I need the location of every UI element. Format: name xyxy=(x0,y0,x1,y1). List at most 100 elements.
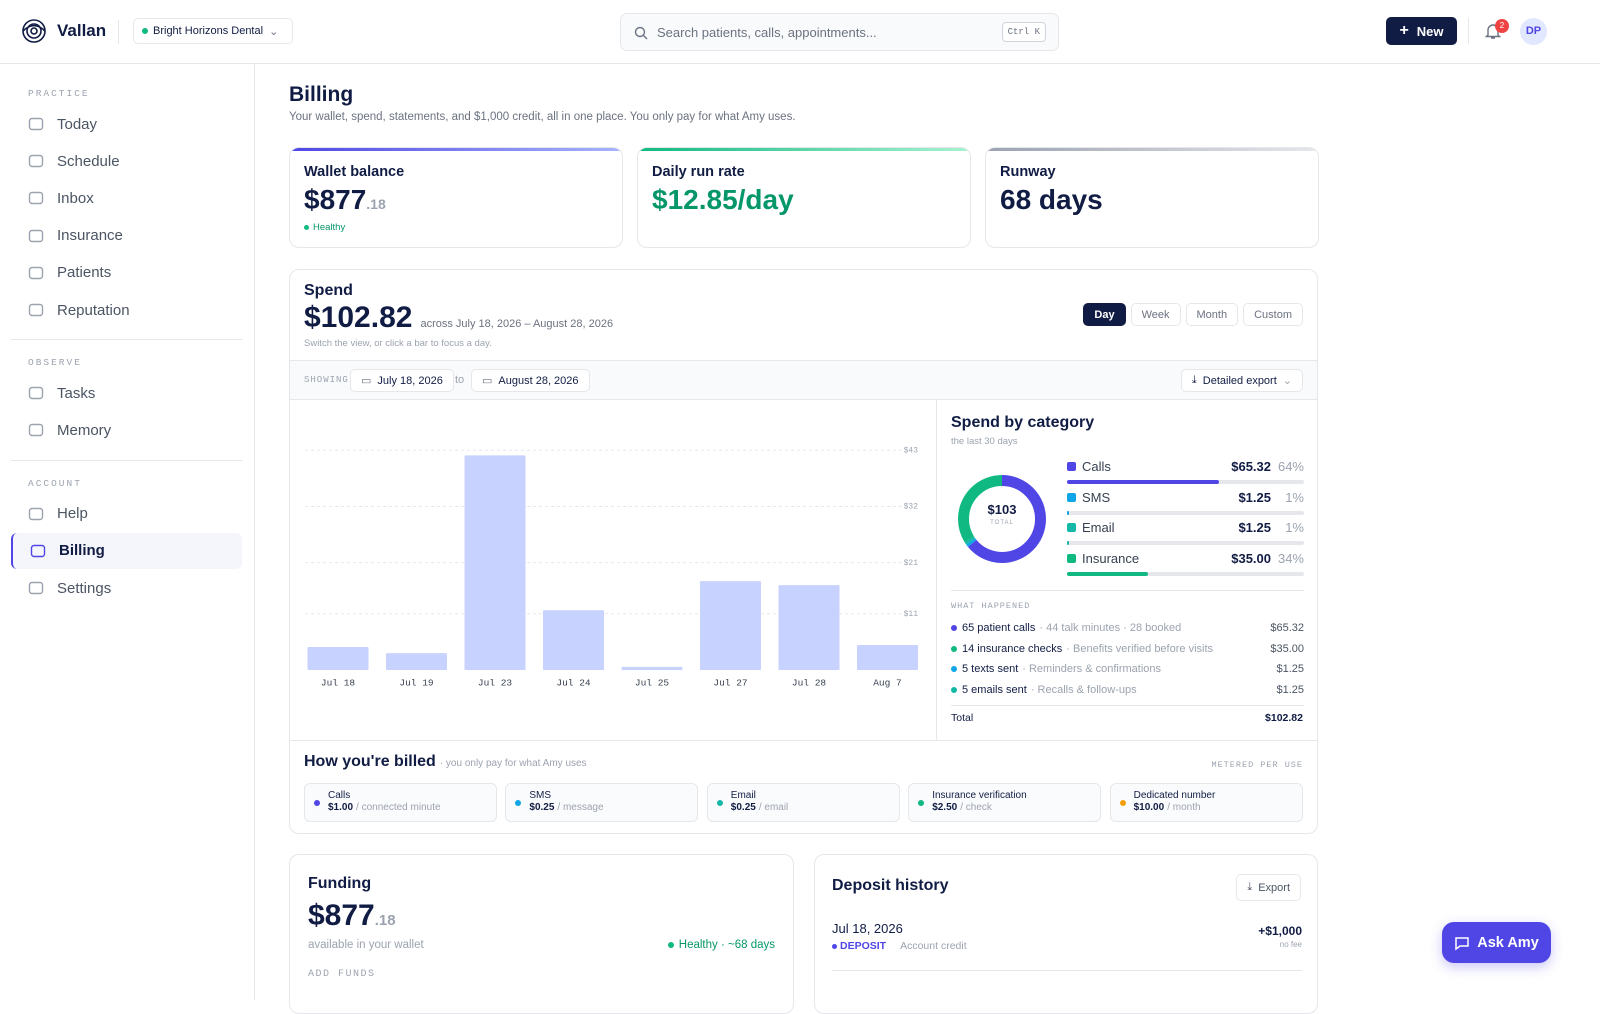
search-box[interactable]: Search patients, calls, appointments... … xyxy=(620,13,1059,51)
x-tick-label: Jul 24 xyxy=(556,678,591,689)
new-button[interactable]: + New xyxy=(1386,17,1457,45)
happened-row: 14 insurance checks · Benefits verified b… xyxy=(951,639,1304,660)
bar[interactable] xyxy=(778,585,840,670)
progress-track xyxy=(1067,571,1304,576)
nav-icon xyxy=(28,303,44,317)
x-tick-label: Jul 18 xyxy=(321,678,356,689)
stat-value: 68 days xyxy=(1000,184,1103,215)
nav-item[interactable]: Tasks xyxy=(11,375,242,411)
metered-badge: METERED PER USE xyxy=(1211,760,1303,770)
rate-unit: / message xyxy=(557,802,604,813)
view-button[interactable]: Month xyxy=(1185,303,1239,326)
deposit-meta: DEPOSIT Account credit xyxy=(832,940,967,952)
deposit-date: Jul 18, 2026 xyxy=(832,921,903,936)
nav-item[interactable]: Patients xyxy=(11,255,242,291)
rate-name: Email xyxy=(730,790,756,801)
to-label: to xyxy=(455,374,465,386)
bar[interactable] xyxy=(700,581,761,670)
x-tick-label: Jul 25 xyxy=(635,678,670,689)
decoration xyxy=(28,507,44,520)
happened-amount: $65.32 xyxy=(1270,622,1304,635)
view-button[interactable]: Custom xyxy=(1243,303,1303,326)
rate-card: Calls $1.00/ connected minute xyxy=(304,783,497,822)
category-percent: 64% xyxy=(1277,459,1304,474)
nav-label: Patients xyxy=(57,264,112,282)
happened-label: 14 insurance checks xyxy=(962,642,1063,655)
status-dot xyxy=(304,225,309,230)
decoration xyxy=(26,23,42,39)
deposit-row: Jul 18, 2026 DEPOSIT Account credit +$1,000… xyxy=(832,919,1302,971)
separator xyxy=(951,705,1304,706)
nav-item[interactable]: Settings xyxy=(11,570,242,606)
funding-amount-row: $877.18 xyxy=(308,899,396,933)
section-label: OBSERVE xyxy=(28,357,82,369)
rate-name: Dedicated number xyxy=(1133,790,1216,801)
nav-item[interactable]: Insurance xyxy=(11,218,242,254)
deposit-export[interactable]: ⤓ Export xyxy=(1236,874,1301,901)
bar[interactable] xyxy=(464,455,526,670)
nav-item[interactable]: Reputation xyxy=(11,292,242,328)
practice-selector[interactable]: Bright Horizons Dental ⌄ xyxy=(133,18,293,44)
nav-item[interactable]: Today xyxy=(11,106,242,142)
nav-item[interactable]: Help xyxy=(11,496,242,532)
spend-card: Spend $102.82 across July 18, 2026 – Aug… xyxy=(289,269,1318,834)
nav-item[interactable]: Inbox xyxy=(11,180,242,216)
nav-label: Inbox xyxy=(57,189,94,207)
nav-item[interactable]: Billing xyxy=(11,532,242,569)
bar[interactable] xyxy=(857,644,918,670)
ask-amy-button[interactable]: Ask Amy xyxy=(1442,922,1551,963)
to-date-text: August 28, 2026 xyxy=(498,374,579,387)
progress-track xyxy=(1067,480,1304,484)
bar[interactable] xyxy=(307,647,369,670)
nav-icon xyxy=(30,544,46,557)
to-date[interactable]: ▭ August 28, 2026 xyxy=(471,369,590,392)
section-label: ACCOUNT xyxy=(28,477,82,489)
bar[interactable] xyxy=(621,666,683,670)
funding-card: Funding $877.18 available in your wallet… xyxy=(289,854,794,1014)
notification-badge: 2 xyxy=(1495,19,1509,33)
category-amount: $1.25 xyxy=(1238,489,1271,505)
sidebar: PRACTICE Today Schedule Inbox Insurance Patie… xyxy=(0,64,255,1000)
happened-dot xyxy=(951,666,957,673)
rate-price-row: $2.50/ check xyxy=(932,802,1090,814)
x-tick-label: Jul 23 xyxy=(478,678,513,689)
category-swatch xyxy=(1067,492,1076,502)
export-label: Detailed export xyxy=(1202,374,1277,387)
separator xyxy=(290,740,1317,741)
happened-list: 65 patient calls · 44 talk minutes · 28 b… xyxy=(951,618,1304,700)
stat-label: Runway xyxy=(1000,164,1056,180)
happened-dot xyxy=(951,625,957,632)
avatar[interactable]: DP xyxy=(1520,18,1547,45)
decoration xyxy=(30,544,46,557)
category-name: Insurance xyxy=(1082,550,1140,566)
card-accent xyxy=(290,148,622,151)
nav-label: Reputation xyxy=(57,301,130,319)
billing-rates-header: How you're billed · you only pay for wha… xyxy=(304,753,587,771)
rate-card: SMS $0.25/ message xyxy=(505,783,699,822)
nav-label: Billing xyxy=(59,542,105,560)
toolbar: SHOWING ▭ July 18, 2026 to ▭ August 28, 20… xyxy=(290,360,1317,400)
progress-fill xyxy=(1067,510,1070,515)
nav-item[interactable]: Memory xyxy=(11,412,242,448)
bar[interactable] xyxy=(543,610,604,670)
separator xyxy=(118,20,119,44)
practice-name: Bright Horizons Dental xyxy=(153,25,264,37)
stat-value: $877 xyxy=(304,184,367,215)
bar[interactable] xyxy=(386,653,447,670)
decoration xyxy=(22,19,46,43)
happened-title: WHAT HAPPENED xyxy=(951,601,1031,611)
decoration: + xyxy=(1399,22,1409,39)
stat-card: Runway 68 days xyxy=(985,147,1319,248)
happened-amount: $35.00 xyxy=(1270,642,1304,655)
nav-item[interactable]: Schedule xyxy=(11,143,242,179)
total-label: Total xyxy=(951,712,974,724)
category-name: Email xyxy=(1082,520,1115,535)
view-button[interactable]: Week xyxy=(1130,303,1181,326)
view-button[interactable]: Day xyxy=(1083,303,1126,326)
happened-detail: · 44 talk minutes · 28 booked xyxy=(1039,622,1182,635)
deposit-dot xyxy=(832,943,837,949)
export-button[interactable]: ⤓ Detailed export ⌄ xyxy=(1180,369,1303,392)
y-tick-label: $21 xyxy=(904,559,919,568)
from-date[interactable]: ▭ July 18, 2026 xyxy=(350,369,454,392)
stat-value-row: $12.85/day xyxy=(652,184,956,216)
